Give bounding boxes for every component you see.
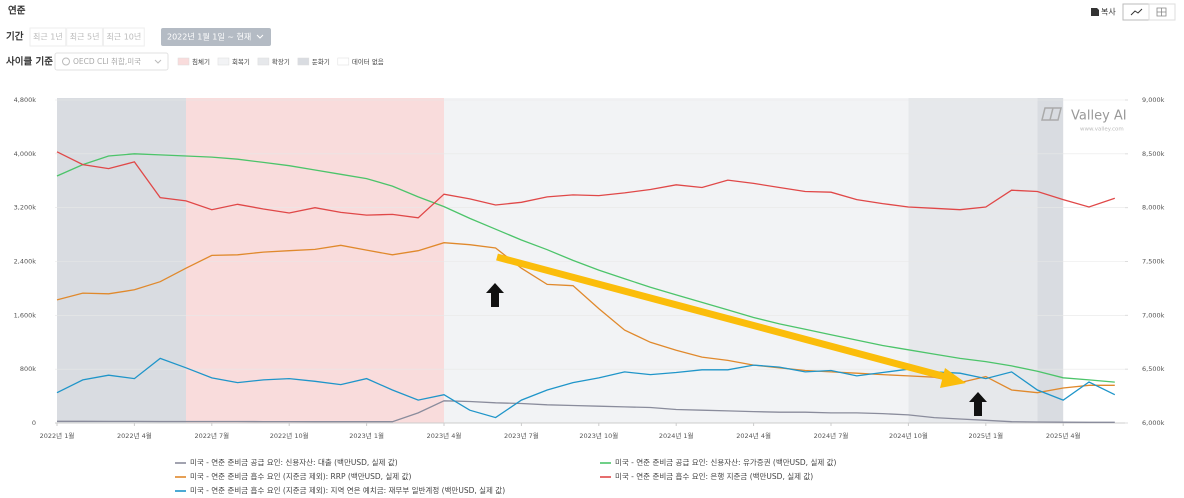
phase-swatch [177, 57, 190, 66]
y2-tick-label: 6,500k [1142, 365, 1165, 373]
cycle-region [1037, 98, 1064, 423]
legend: 미국 - 연준 준비금 공급 요인: 신용자산: 대출 (백만USD, 실제 값… [175, 457, 837, 495]
legend-label[interactable]: 미국 - 연준 준비금 공급 요인: 신용자산: 대출 (백만USD, 실제 값… [190, 457, 398, 467]
x-tick-label: 2022년 4월 [117, 431, 152, 440]
y-tick-label: 4,800k [14, 96, 37, 104]
series-line [57, 400, 1115, 423]
cycle-shading [57, 98, 1064, 423]
x-tick-label: 2022년 7월 [194, 431, 229, 440]
phase-label: 둔화기 [312, 57, 330, 66]
line-icon [1130, 8, 1143, 16]
marker-arrow [969, 392, 987, 416]
dropdown-caret [154, 59, 162, 64]
y-tick-label: 3,200k [14, 204, 37, 212]
page-title: 연준 [8, 6, 26, 17]
phase-legend: 침체기 회복기 확장기 둔화기 데이터 없음 [177, 57, 384, 66]
x-tick-label: 2022년 1월 [40, 431, 75, 440]
x-tick-label: 2024년 4월 [736, 431, 771, 440]
y2-tick-label: 7,000k [1142, 311, 1165, 319]
globe-icon [62, 57, 70, 66]
x-tick-label: 2022년 10월 [270, 431, 309, 440]
period-option[interactable]: 최근 10년 [106, 32, 141, 42]
y2-tick-label: 6,000k [1142, 419, 1165, 427]
copy-icon[interactable] [1091, 8, 1099, 16]
x-tick-label: 2024년 10월 [889, 431, 928, 440]
cycle-select[interactable] [54, 52, 169, 71]
y-tick-label: 0 [32, 419, 36, 427]
x-tick-label: 2024년 7월 [814, 431, 849, 440]
phase-label: 침체기 [192, 57, 210, 66]
phase-swatch [337, 57, 350, 66]
phase-label: 확장기 [272, 57, 290, 66]
x-tick-label: 2023년 1월 [349, 431, 384, 440]
trend-arrowhead [940, 368, 966, 388]
y-tick-label: 4,000k [14, 150, 37, 158]
dropdown-caret [256, 34, 264, 39]
cycle-region [908, 98, 1038, 423]
watermark-logo [1041, 107, 1062, 121]
watermark-brand: Valley AI [1071, 109, 1127, 124]
watermark-url: www.valley.com [1080, 127, 1124, 133]
y-tick-label: 1,600k [14, 311, 37, 319]
period-options: 최근 1년 최근 5년 최근 10년 [29, 27, 145, 47]
y2-tick-label: 8,500k [1142, 150, 1165, 158]
cycle-label: 사이클 기준 [6, 56, 53, 68]
period-option[interactable]: 최근 1년 [33, 32, 63, 42]
y2-tick-label: 7,500k [1142, 258, 1165, 266]
series-line [56, 151, 1116, 219]
period-selected[interactable]: 2022년 1월 1일 ~ 현재 [167, 32, 251, 42]
legend-label[interactable]: 미국 - 연준 준비금 흡수 요인 (지준금 제외): 지역 연은 예치금: 재… [190, 485, 505, 495]
x-tick-label: 2025년 1월 [968, 431, 1003, 440]
period-option[interactable]: 최근 5년 [70, 32, 100, 42]
x-tick-label: 2025년 4월 [1046, 431, 1081, 440]
period-option-border[interactable] [29, 27, 67, 47]
legend-label[interactable]: 미국 - 연준 준비금 흡수 요인: 은행 지준금 (백만USD, 실제 값) [615, 471, 813, 481]
cycle-select-text[interactable]: OECD CLI 취합,미국 [73, 57, 141, 66]
legend-label[interactable]: 미국 - 연준 준비금 공급 요인: 신용자산: 유가증권 (백만USD, 실제… [615, 457, 837, 467]
phase-swatch [257, 57, 270, 66]
x-tick-label: 2024년 1월 [659, 431, 694, 440]
period-label: 기간 [6, 31, 24, 43]
phase-label: 회복기 [232, 57, 250, 66]
period-option-border[interactable] [66, 27, 103, 47]
period-selected-bg[interactable] [161, 28, 271, 46]
x-tick-label: 2023년 10월 [579, 431, 618, 440]
y2-tick-label: 8,000k [1142, 204, 1165, 212]
copy-button[interactable]: 복사 [1101, 8, 1116, 17]
series-line [56, 153, 1115, 383]
phase-swatch [217, 57, 230, 66]
legend-label[interactable]: 미국 - 연준 준비금 흡수 요인 (지준금 제외): RRP (백만USD, … [190, 471, 411, 481]
table-icon [1156, 7, 1167, 17]
y2-tick-label: 9,000k [1142, 96, 1165, 104]
cycle-region [57, 98, 186, 423]
phase-label: 데이터 없음 [352, 57, 384, 66]
phase-swatch [297, 57, 310, 66]
period-option-border[interactable] [102, 27, 145, 47]
y-tick-label: 2,400k [14, 258, 37, 266]
marker-arrow [486, 283, 504, 307]
cycle-region [186, 98, 444, 423]
trend-arrow [496, 253, 951, 382]
y-tick-label: 800k [20, 365, 36, 373]
x-tick-label: 2023년 4월 [427, 431, 462, 440]
x-tick-label: 2023년 7월 [504, 431, 539, 440]
